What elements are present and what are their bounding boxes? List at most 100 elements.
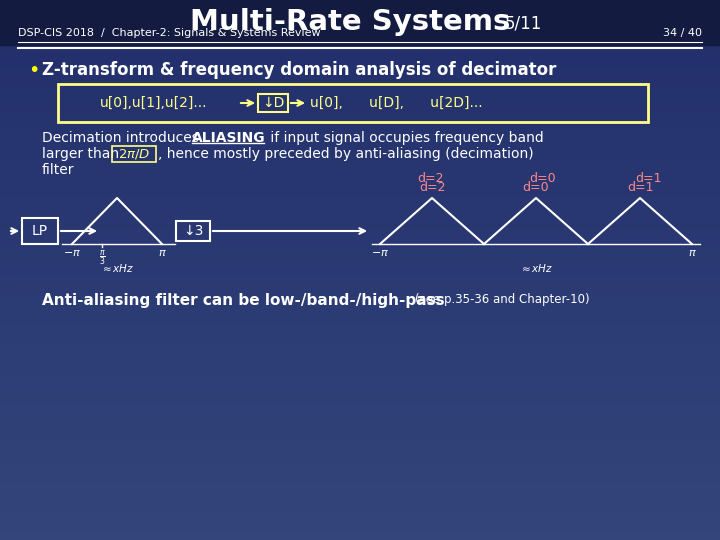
Bar	[0, 87, 720, 94]
Bar	[0, 127, 720, 135]
Bar	[0, 80, 720, 87]
Bar	[258, 94, 288, 112]
Bar	[0, 444, 720, 453]
Bar	[0, 485, 720, 492]
Bar	[0, 120, 720, 128]
Bar	[176, 221, 210, 241]
Bar	[0, 431, 720, 438]
Text: Decimation introduces: Decimation introduces	[42, 131, 203, 145]
Bar	[0, 73, 720, 81]
Bar	[0, 26, 720, 33]
Bar	[0, 39, 720, 47]
Bar	[0, 350, 720, 357]
Bar	[0, 532, 720, 540]
Bar	[0, 498, 720, 507]
Bar	[0, 222, 720, 230]
Bar	[0, 512, 720, 519]
Bar	[0, 363, 720, 372]
Bar	[0, 66, 720, 74]
Text: $\approx xHz$: $\approx xHz$	[519, 262, 553, 274]
Bar	[0, 208, 720, 216]
Bar	[0, 174, 720, 183]
Bar	[0, 228, 720, 237]
Bar	[0, 6, 720, 14]
Text: 34 / 40: 34 / 40	[663, 28, 702, 38]
Bar	[0, 296, 720, 303]
Bar	[0, 195, 720, 202]
Text: $\pi$: $\pi$	[158, 248, 166, 258]
Text: ↓3: ↓3	[183, 224, 203, 238]
Text: d=0: d=0	[530, 172, 557, 185]
Text: $-\pi$: $-\pi$	[371, 248, 389, 258]
Bar	[0, 0, 720, 6]
Bar	[0, 19, 720, 27]
Text: LP: LP	[32, 224, 48, 238]
Bar	[0, 316, 720, 324]
Bar	[0, 100, 720, 108]
Bar	[0, 417, 720, 426]
Text: Multi-Rate Systems: Multi-Rate Systems	[190, 8, 510, 36]
Bar	[0, 357, 720, 364]
Bar	[0, 303, 720, 310]
Bar	[0, 276, 720, 284]
Bar	[0, 451, 720, 459]
Bar	[0, 168, 720, 176]
Bar	[0, 492, 720, 500]
Bar	[58, 84, 648, 122]
Bar	[0, 404, 720, 411]
Bar	[0, 161, 720, 168]
Bar	[0, 0, 720, 45]
Bar	[0, 201, 720, 209]
Bar	[0, 411, 720, 418]
Bar	[0, 438, 720, 446]
Text: ALIASING: ALIASING	[192, 131, 266, 145]
Text: larger than: larger than	[42, 147, 124, 161]
Bar	[0, 154, 720, 162]
Bar	[0, 141, 720, 148]
Bar	[0, 384, 720, 392]
Text: •: •	[28, 60, 40, 79]
Text: filter: filter	[42, 163, 74, 177]
Bar	[22, 218, 58, 244]
Text: 5/11: 5/11	[505, 15, 542, 33]
Text: d=1: d=1	[635, 172, 661, 185]
Text: if input signal occupies frequency band: if input signal occupies frequency band	[266, 131, 544, 145]
Bar	[0, 471, 720, 480]
Bar	[0, 53, 720, 60]
Text: d=2: d=2	[417, 172, 444, 185]
Bar	[0, 478, 720, 486]
Bar	[0, 397, 720, 405]
Bar	[0, 188, 720, 195]
Bar	[112, 146, 156, 162]
Text: d=2: d=2	[419, 181, 445, 194]
Bar	[0, 458, 720, 465]
Bar	[0, 215, 720, 222]
Bar	[0, 370, 720, 378]
Bar	[0, 46, 720, 54]
Bar	[0, 107, 720, 115]
Bar	[0, 525, 720, 534]
Bar	[0, 242, 720, 249]
Text: DSP-CIS 2018  /  Chapter-2: Signals & Systems Review: DSP-CIS 2018 / Chapter-2: Signals & Syst…	[18, 28, 320, 38]
Text: $2\pi/D$: $2\pi/D$	[118, 147, 150, 161]
Bar	[0, 60, 720, 68]
Text: u[0],u[1],u[2]...: u[0],u[1],u[2]...	[100, 96, 207, 110]
Bar	[0, 235, 720, 243]
Text: $\pi$: $\pi$	[688, 248, 696, 258]
Bar	[0, 282, 720, 291]
Bar	[0, 255, 720, 263]
Bar	[0, 181, 720, 189]
Bar	[0, 262, 720, 270]
Bar	[0, 519, 720, 526]
Bar	[0, 249, 720, 256]
Text: (see p.35-36 and Chapter-10): (see p.35-36 and Chapter-10)	[415, 294, 590, 307]
Bar	[0, 269, 720, 276]
Bar	[0, 289, 720, 297]
Bar	[0, 336, 720, 345]
Bar	[0, 33, 720, 40]
Bar	[0, 147, 720, 156]
Bar	[0, 390, 720, 399]
Bar	[0, 12, 720, 20]
Bar	[0, 465, 720, 472]
Text: ↓D: ↓D	[262, 96, 284, 110]
